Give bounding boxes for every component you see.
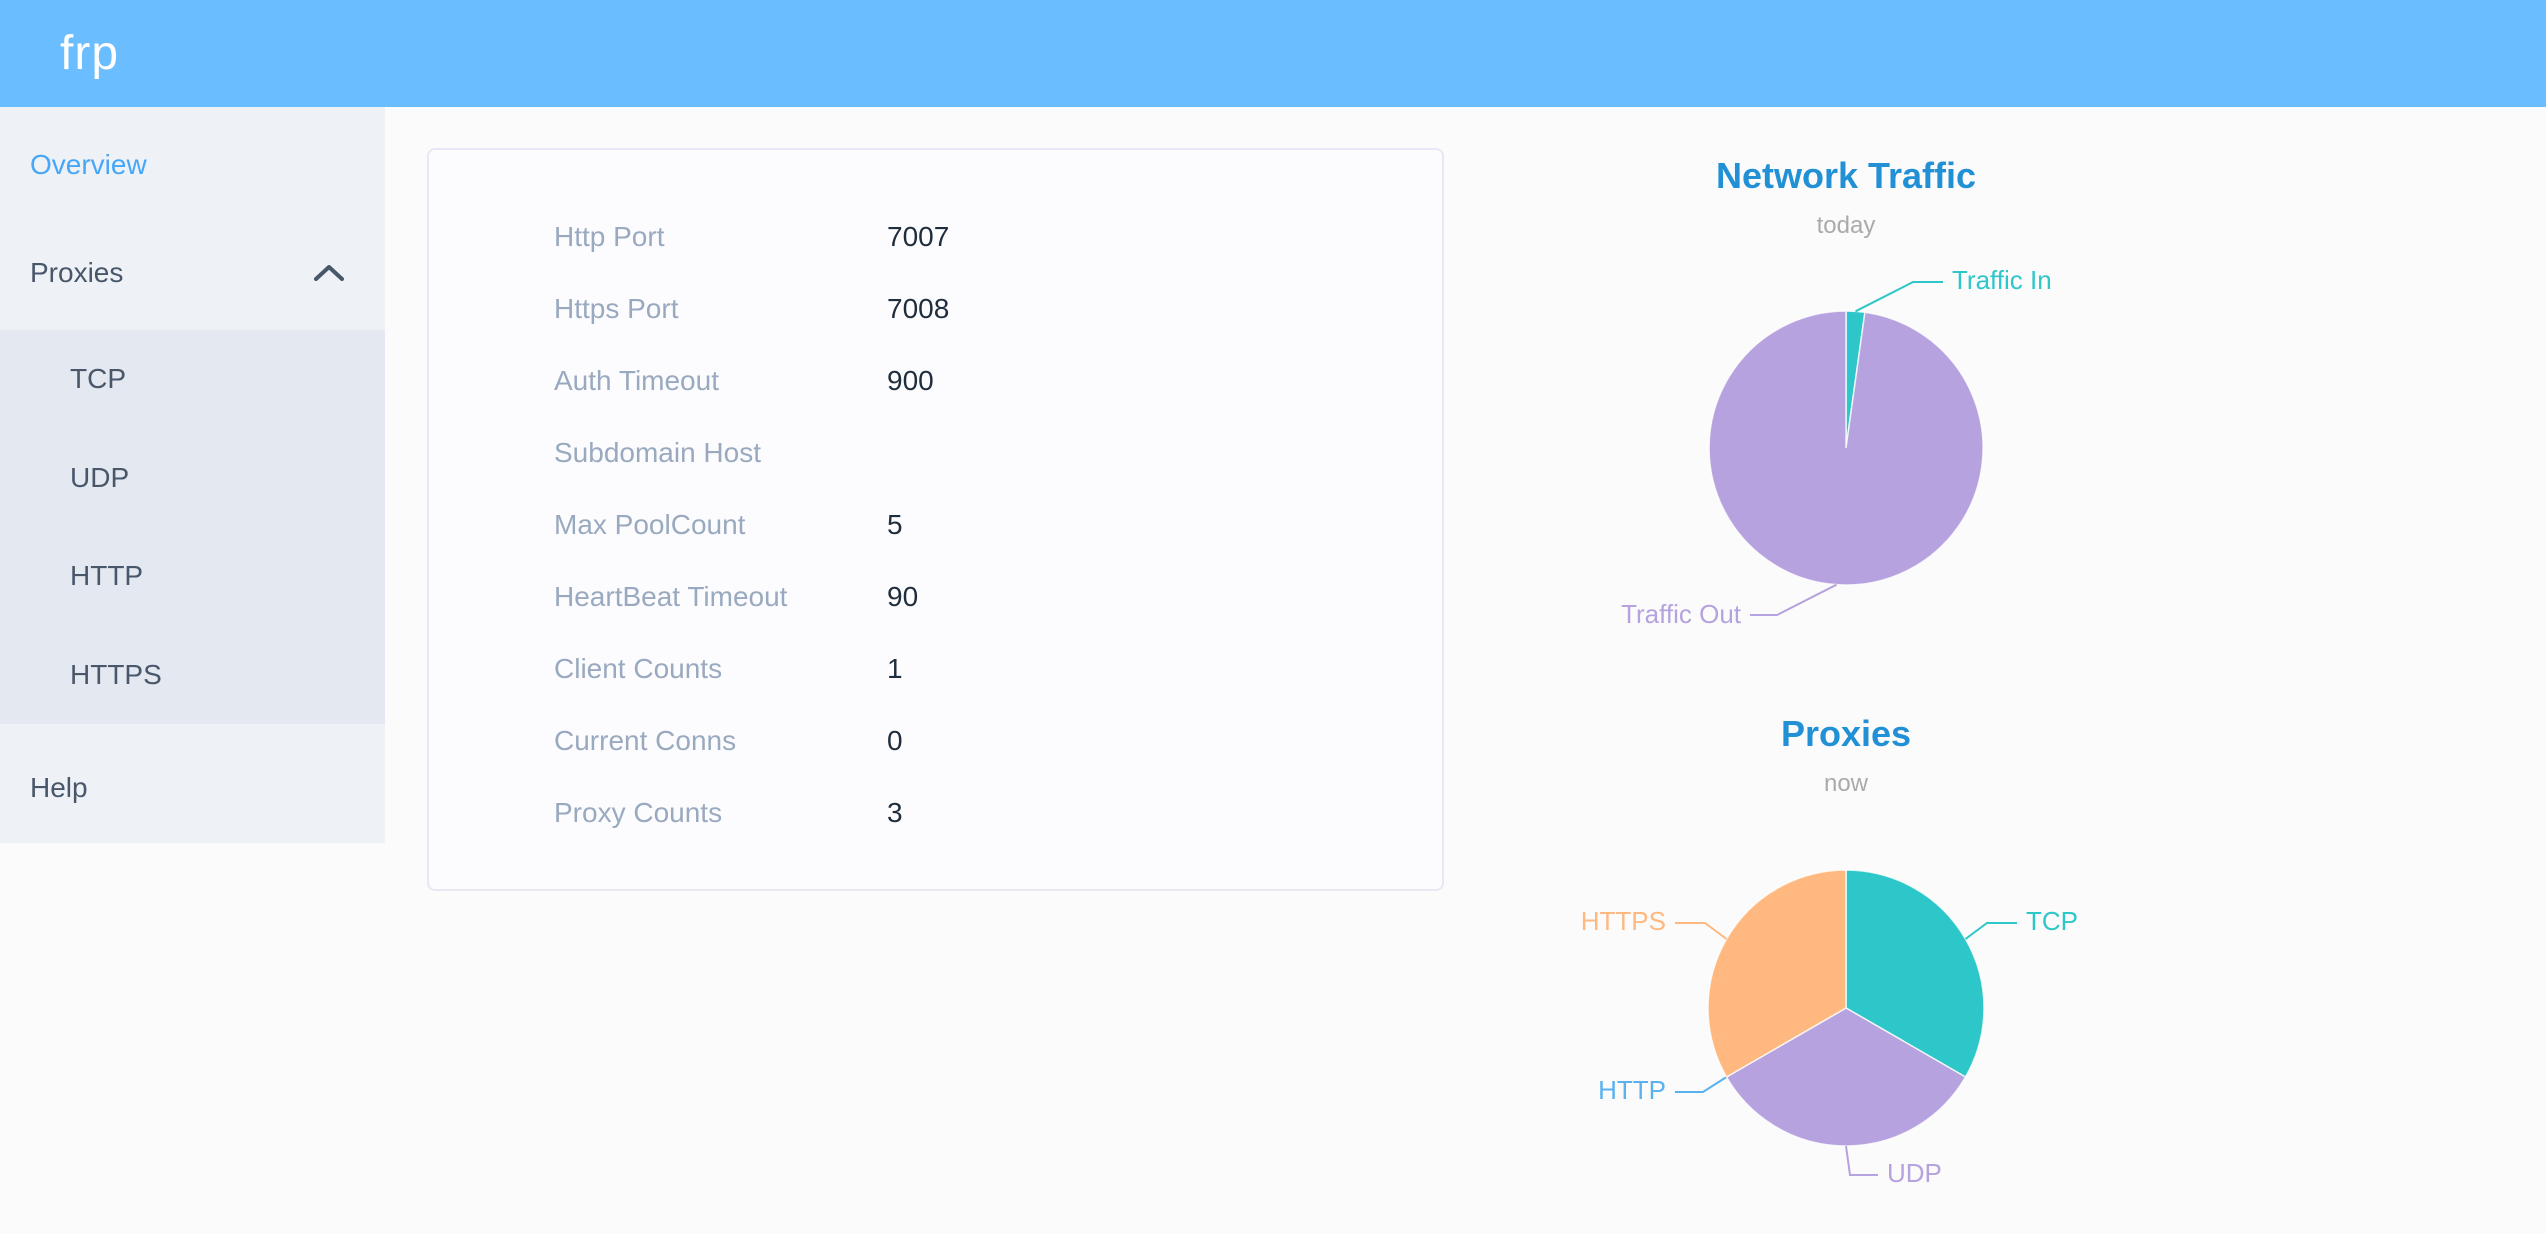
config-value: 90 [887, 581, 919, 612]
config-row: Proxy Counts 3 [429, 777, 1442, 849]
pie-label-line-https [1675, 922, 1728, 940]
pie-label-http: HTTP [1598, 1075, 1666, 1105]
server-info-rows: Http Port 7007 Https Port 7008 Auth Timeout 9… [429, 201, 1442, 849]
config-label: Proxy Counts [554, 797, 723, 828]
pie-label-line-traffic-in [1855, 281, 1943, 313]
config-label: Http Port [554, 221, 665, 252]
sidebar-item-https[interactable]: HTTPS [70, 658, 162, 690]
config-row: Https Port 7008 [429, 273, 1442, 345]
pie-label-traffic-in: Traffic In [1952, 265, 2052, 295]
config-label: Client Counts [554, 653, 723, 684]
network-traffic-subtitle: today [1816, 212, 1876, 239]
config-label: Https Port [554, 293, 679, 324]
pie-label-https: HTTPS [1581, 906, 1666, 936]
pie-label-line-traffic-out [1750, 583, 1837, 616]
pie-label-traffic-out: Traffic Out [1621, 599, 1742, 629]
pie-label-line-tcp [1964, 922, 2017, 940]
pie-slice-https [1707, 869, 1847, 1079]
config-value: 900 [887, 365, 934, 396]
config-label: HeartBeat Timeout [554, 581, 788, 612]
sidebar-item-http[interactable]: HTTP [70, 560, 144, 592]
config-label: Max PoolCount [554, 509, 746, 540]
config-value: 7007 [887, 221, 950, 252]
config-row: Current Conns 0 [429, 705, 1442, 777]
config-value: 3 [887, 797, 903, 828]
config-value: 7008 [887, 293, 950, 324]
pie-slice-udp [1725, 1007, 1967, 1147]
config-value: 0 [887, 725, 903, 756]
config-row: HeartBeat Timeout 90 [429, 561, 1442, 633]
sidebar: Overview Proxies TCP UDP HTTP HTTPS Help [0, 107, 385, 843]
sidebar-item-proxies[interactable]: Proxies [0, 224, 385, 322]
sidebar-item-overview[interactable]: Overview [30, 149, 147, 180]
proxies-chart-subtitle: now [1823, 770, 1869, 797]
pie-label-line-udp [1845, 1145, 1878, 1176]
config-label: Current Conns [554, 725, 737, 756]
proxies-pie-chart: TCP UDP HTTP HTTPS [1581, 869, 2078, 1188]
network-traffic-title: Network Traffic [1715, 155, 1977, 196]
chevron-up-icon [314, 265, 344, 281]
config-value: 5 [887, 509, 903, 540]
pie-label-line-http [1675, 1076, 1728, 1093]
config-label: Auth Timeout [554, 365, 719, 396]
network-traffic-pie-chart: Traffic In Traffic Out [1621, 265, 2052, 629]
config-row: Http Port 7007 [429, 201, 1442, 273]
pie-slice-traffic-out [1708, 310, 1984, 586]
config-row: Auth Timeout 900 [429, 345, 1442, 417]
pie-label-tcp: TCP [2026, 906, 2078, 936]
proxies-chart-title: Proxies [1780, 713, 1912, 754]
pie-label-udp: UDP [1887, 1158, 1942, 1188]
config-row: Max PoolCount 5 [429, 489, 1442, 561]
pie-slice-tcp [1845, 869, 1985, 1079]
sidebar-item-tcp[interactable]: TCP [70, 363, 126, 395]
config-label: Subdomain Host [554, 437, 762, 468]
server-info-card: Http Port 7007 Https Port 7008 Auth Timeout 9… [427, 148, 1444, 891]
config-value: 1 [887, 653, 903, 684]
config-row: Subdomain Host [429, 417, 1442, 489]
sidebar-item-udp[interactable]: UDP [70, 461, 130, 493]
config-row: Client Counts 1 [429, 633, 1442, 705]
sidebar-item-help[interactable]: Help [30, 772, 88, 803]
sidebar-submenu-proxies: TCP UDP HTTP HTTPS [0, 330, 385, 724]
app-logo: frp [60, 27, 120, 80]
sidebar-item-proxies-label: Proxies [30, 257, 124, 288]
app-header: frp [0, 0, 2546, 107]
